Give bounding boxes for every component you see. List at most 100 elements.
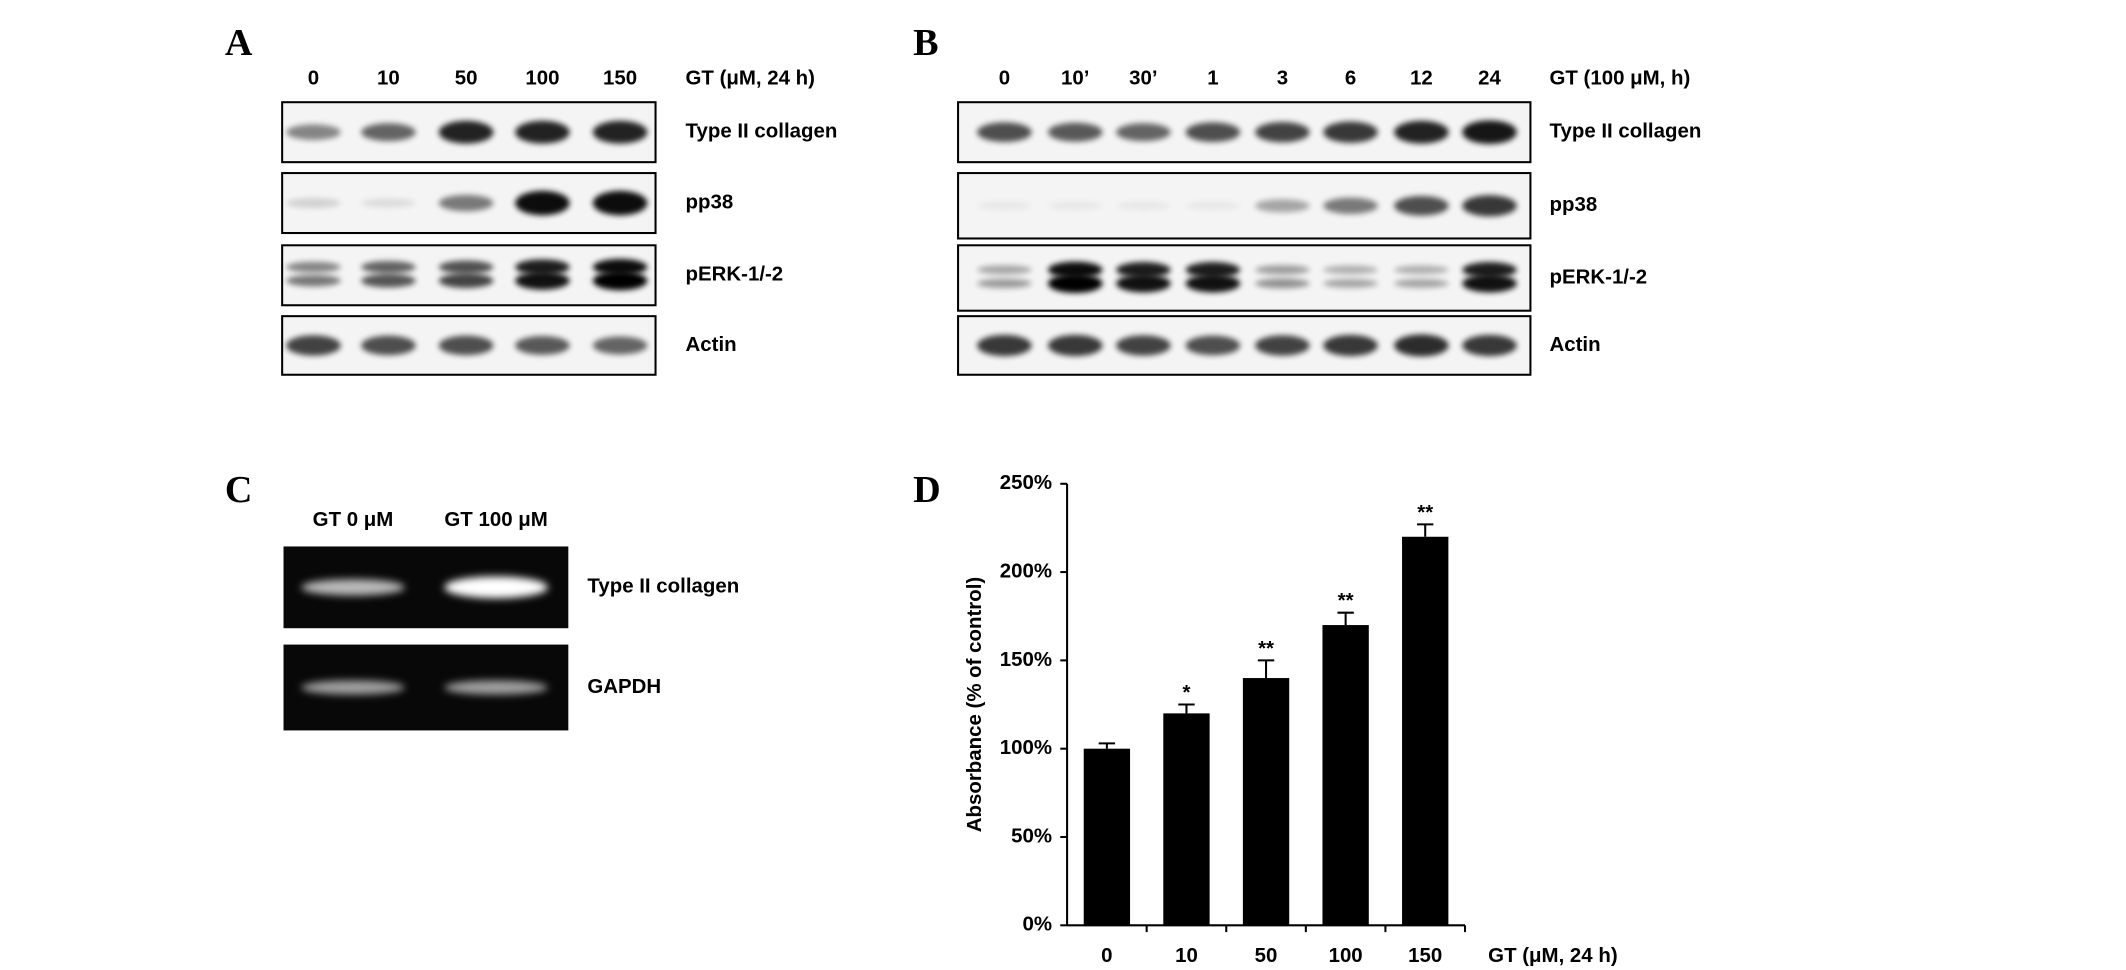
panel-letter: D: [913, 469, 941, 511]
band: [1462, 195, 1517, 217]
row-label: pp38: [1549, 193, 1597, 216]
band: [515, 336, 570, 355]
band: [1255, 121, 1310, 143]
panel-letter: A: [225, 22, 253, 64]
band: [438, 335, 494, 356]
lane-label: 24: [1478, 66, 1501, 89]
band: [1116, 262, 1171, 278]
band: [1323, 197, 1378, 214]
band: [592, 336, 648, 355]
band: [286, 335, 341, 356]
lane-label: 3: [1277, 66, 1288, 89]
lane-label: 100: [525, 66, 559, 89]
lane-label: 1: [1207, 66, 1218, 89]
band: [1116, 335, 1171, 356]
y-tick-label: 100%: [1000, 736, 1052, 759]
band: [361, 198, 416, 208]
band: [977, 265, 1032, 275]
band: [1323, 265, 1378, 275]
blot-frame: [957, 244, 1532, 312]
band: [515, 259, 570, 275]
band: [1116, 274, 1171, 293]
band: [1185, 122, 1241, 142]
y-tick-label: 150%: [1000, 648, 1052, 671]
bar: [1242, 678, 1290, 926]
band: [1394, 120, 1449, 144]
band: [1048, 334, 1103, 357]
y-tick-label: 250%: [1000, 471, 1052, 494]
band: [361, 273, 416, 288]
band: [1323, 334, 1378, 357]
band: [361, 123, 416, 142]
band: [1048, 122, 1103, 142]
x-tick-label: 50: [1255, 944, 1278, 967]
lane-label: 150: [603, 66, 637, 89]
significance: **: [1417, 501, 1433, 524]
band: [1185, 262, 1241, 278]
band: [1255, 199, 1310, 213]
row-label: Type II collagen: [686, 120, 838, 143]
row-label: Type II collagen: [1549, 120, 1701, 143]
row-label: pERK-1/-2: [1549, 265, 1647, 288]
band: [592, 258, 648, 276]
x-tick-label: 10: [1175, 944, 1198, 967]
band: [977, 278, 1032, 289]
row-label: pERK-1/-2: [686, 263, 784, 286]
lane-label: 30’: [1129, 66, 1157, 89]
band: [361, 260, 416, 274]
gel-band: [301, 680, 405, 695]
band: [1323, 279, 1378, 288]
band: [515, 271, 570, 290]
row-label: Type II collagen: [587, 575, 739, 598]
band: [1255, 278, 1310, 289]
band: [1048, 261, 1103, 278]
band: [977, 122, 1032, 142]
row-label: Actin: [686, 333, 737, 356]
lane-label: GT 0 μM: [313, 508, 394, 531]
band: [515, 190, 570, 216]
x-tick-label: 0: [1101, 944, 1112, 967]
band: [592, 271, 648, 291]
band: [286, 124, 341, 140]
band: [515, 120, 570, 144]
lane-label: 10’: [1061, 66, 1089, 89]
y-tick-label: 50%: [1011, 824, 1052, 847]
x-tick-label: 150: [1408, 944, 1442, 967]
panel-letter: C: [225, 469, 253, 511]
condition-label: GT (μM, 24 h): [686, 66, 815, 89]
band: [1394, 195, 1449, 216]
band: [1394, 265, 1449, 275]
band: [1394, 279, 1449, 288]
band: [286, 261, 341, 273]
row-label: Actin: [1549, 333, 1600, 356]
lane-label: 0: [308, 66, 319, 89]
significance: *: [1182, 681, 1190, 704]
band: [286, 275, 341, 287]
y-tick-label: 0%: [1023, 913, 1053, 936]
row-label: GAPDH: [587, 675, 661, 698]
bar: [1402, 536, 1449, 926]
band: [1116, 201, 1171, 210]
band: [592, 190, 648, 216]
band: [438, 194, 494, 212]
band: [1462, 334, 1517, 357]
lane-label: GT 100 μM: [444, 508, 547, 531]
x-axis-label: GT (μM, 24 h): [1488, 944, 1617, 967]
band: [1185, 274, 1241, 293]
band: [1116, 123, 1171, 142]
panel-letter: B: [913, 22, 938, 64]
band: [286, 198, 341, 208]
band: [1462, 120, 1517, 145]
band: [1394, 334, 1449, 357]
band: [977, 334, 1032, 357]
band: [1048, 273, 1103, 293]
y-tick-label: 200%: [1000, 559, 1052, 582]
band: [1255, 265, 1310, 275]
lane-label: 0: [999, 66, 1010, 89]
significance: **: [1338, 589, 1354, 612]
lane-label: 50: [455, 66, 478, 89]
gel-band: [444, 576, 548, 599]
band: [1048, 201, 1103, 210]
